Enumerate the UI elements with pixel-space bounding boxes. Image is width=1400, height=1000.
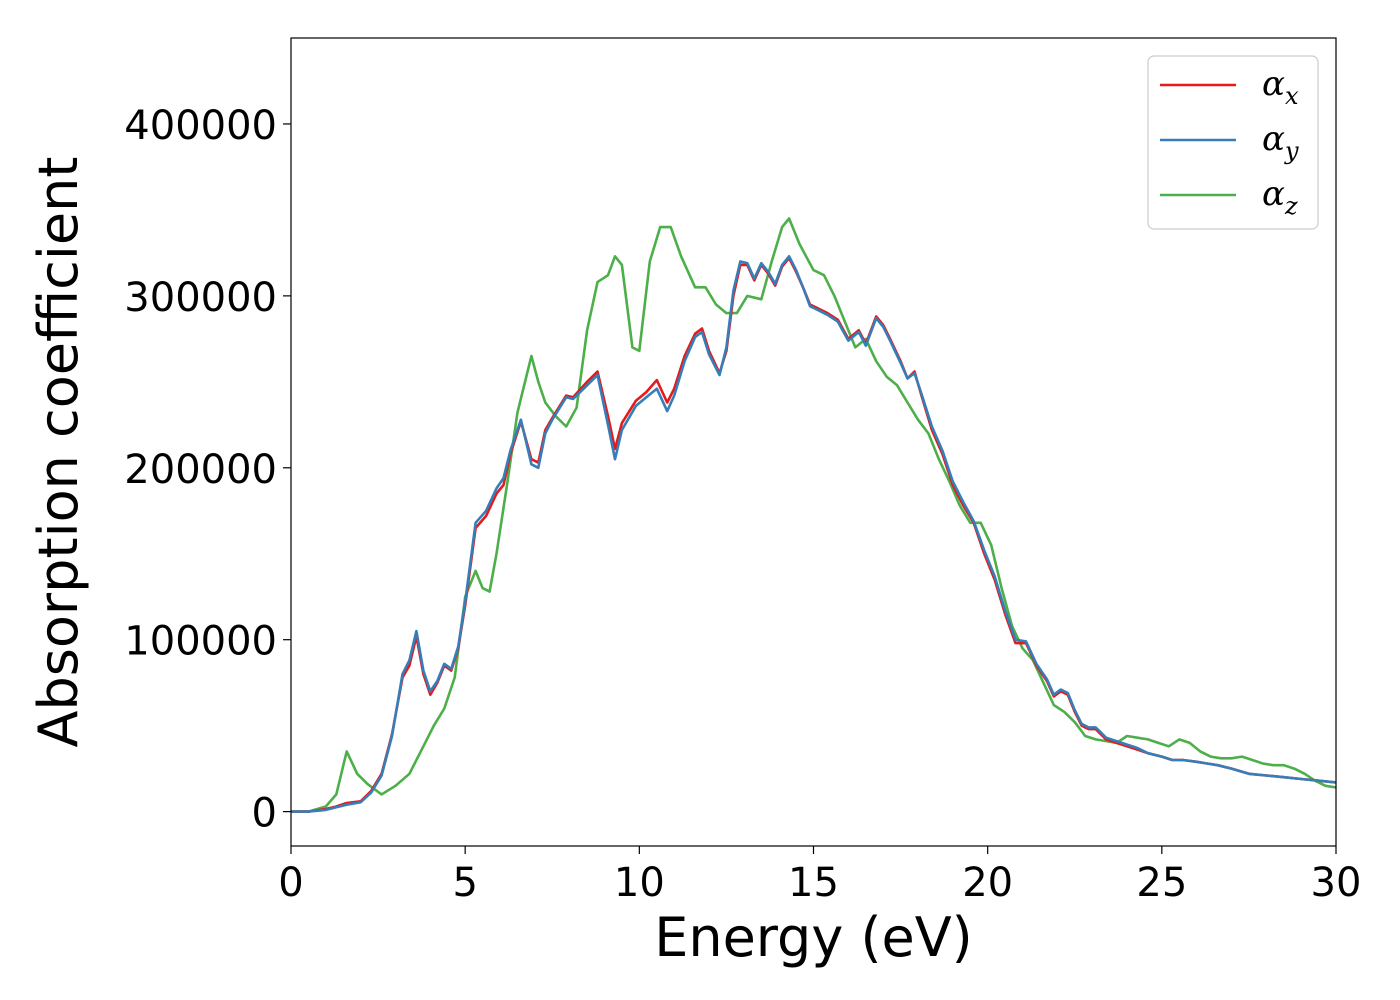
legend: αx αy αz [1147,55,1319,230]
y-tick-label: 400000 [124,103,277,149]
series-layer [291,217,1336,813]
y-tick-label: 200000 [124,447,277,493]
x-tick-label: 25 [1136,860,1187,906]
y-tick-label: 0 [252,791,277,837]
legend-label-alpha-z: αz [1262,174,1298,220]
y-tick-label: 300000 [124,275,277,321]
y-axis-title: Absorption coefficient [27,157,90,748]
x-tick-label: 0 [278,860,303,906]
legend-label-alpha-y: αy [1262,119,1299,165]
x-tick-label: 15 [788,860,839,906]
x-tick-label: 20 [962,860,1013,906]
legend-box [1147,55,1319,230]
x-tick-label: 5 [452,860,477,906]
y-tick-label: 100000 [124,619,277,665]
x-tick-label: 10 [614,860,665,906]
x-tick-label: 30 [1311,860,1362,906]
series-line-alpha-z [291,217,1336,813]
x-axis-title: Energy (eV) [654,906,973,969]
series-line-alpha-y [291,254,1336,813]
x-axis: 0 5 10 15 20 25 30 [278,846,1361,906]
legend-label-alpha-x: αx [1262,64,1299,110]
y-axis: 0 100000 200000 300000 400000 [124,103,291,837]
